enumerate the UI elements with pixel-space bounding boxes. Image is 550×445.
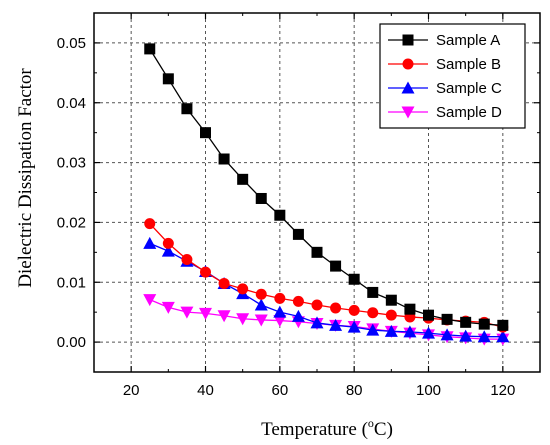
x-tick-label: 80 [346, 382, 363, 399]
data-point-sample-b [330, 302, 342, 314]
data-point-sample-a [274, 209, 286, 221]
data-point-sample-c [422, 326, 435, 339]
legend-marker-sample-d [401, 106, 415, 119]
data-point-sample-a [311, 246, 323, 258]
data-point-sample-a [200, 127, 211, 139]
data-point-sample-a [460, 316, 472, 328]
data-point-sample-c [366, 323, 380, 336]
data-point-sample-c [477, 330, 491, 343]
data-point-sample-c [254, 298, 268, 311]
y-axis-title: Dielectric Dissipation Factor [15, 68, 36, 288]
y-tick-label: 0.02 [57, 214, 86, 231]
x-tick-label: 120 [490, 382, 515, 399]
data-point-sample-a [330, 260, 342, 272]
y-tick-label: 0.01 [57, 274, 86, 291]
series-layer [143, 43, 510, 346]
data-point-sample-c [143, 236, 157, 249]
data-point-sample-c [403, 325, 417, 338]
data-point-sample-b [181, 254, 193, 266]
legend-marker-sample-b [402, 58, 414, 70]
legend-marker-sample-a [402, 34, 414, 46]
data-point-sample-a [181, 103, 193, 115]
data-point-sample-d [236, 313, 250, 326]
data-point-sample-c [496, 330, 510, 343]
data-point-sample-a [367, 286, 379, 298]
data-point-sample-a [218, 153, 230, 165]
x-tick-label: 60 [271, 382, 288, 399]
y-tick-label: 0.04 [57, 95, 86, 112]
series-sample-a [144, 43, 509, 331]
data-point-sample-b [144, 218, 156, 230]
x-axis-title-unit: C) [374, 419, 393, 440]
data-point-sample-a [478, 318, 490, 330]
data-point-sample-b [385, 309, 397, 321]
data-point-sample-a [162, 73, 174, 85]
y-tick-label: 0.03 [57, 155, 86, 172]
legend-label-sample-b: Sample B [436, 56, 501, 73]
series-sample-b [144, 218, 509, 333]
data-point-sample-a [144, 43, 156, 55]
data-point-sample-b [274, 292, 286, 304]
data-point-sample-b [255, 288, 267, 300]
data-point-sample-c [347, 320, 361, 333]
data-point-sample-b [218, 277, 230, 289]
data-point-sample-c [384, 324, 398, 337]
data-point-sample-a [237, 173, 249, 185]
x-tick-label: 40 [197, 382, 214, 399]
x-tick-label: 100 [416, 382, 441, 399]
x-tick-label: 20 [123, 382, 140, 399]
data-point-sample-c [273, 305, 287, 318]
axis-ticks: 20 40 60 80 100 120 0.00 0.01 0.02 0.03 0.04 0.05 [57, 13, 540, 399]
grid [94, 13, 540, 372]
data-point-sample-b [348, 304, 360, 316]
legend-marker-sample-c [401, 81, 415, 94]
data-point-sample-c [310, 316, 324, 329]
data-point-sample-d [273, 315, 287, 328]
data-point-sample-b [367, 307, 379, 319]
data-point-sample-c [440, 328, 454, 341]
x-axis-title-superscript: o [368, 416, 374, 430]
data-point-sample-a [404, 303, 416, 315]
data-point-sample-a [348, 273, 360, 285]
y-tick-label: 0.00 [57, 334, 86, 351]
data-point-sample-b [311, 299, 323, 311]
data-point-sample-a [292, 228, 304, 240]
data-point-sample-b [237, 283, 249, 295]
data-point-sample-c [329, 318, 343, 331]
legend-label-sample-a: Sample A [436, 32, 500, 49]
legend-label-sample-c: Sample C [436, 80, 502, 97]
data-point-sample-c [291, 309, 305, 322]
x-axis-title: Temperature (oC) [261, 416, 393, 440]
data-point-sample-a [497, 319, 509, 331]
data-point-sample-a [441, 313, 453, 325]
data-point-sample-a [423, 309, 434, 321]
data-point-sample-d [180, 306, 194, 319]
y-tick-label: 0.05 [57, 35, 86, 52]
data-point-sample-c [459, 329, 473, 342]
data-point-sample-b [200, 266, 211, 278]
data-point-sample-d [199, 307, 212, 320]
data-point-sample-b [162, 237, 174, 249]
data-point-sample-a [385, 294, 397, 306]
data-point-sample-d [217, 310, 231, 323]
data-point-sample-a [255, 192, 267, 204]
series-sample-c [143, 236, 510, 343]
data-point-sample-d [143, 294, 157, 307]
legend: Sample A Sample B Sample C Sample D [379, 23, 526, 129]
data-point-sample-c [161, 244, 175, 257]
x-axis-title-main: Temperature ( [261, 419, 368, 440]
data-point-sample-d [161, 301, 175, 314]
legend-label-sample-d: Sample D [436, 104, 502, 121]
data-point-sample-b [292, 295, 304, 307]
data-point-sample-d [254, 314, 268, 327]
